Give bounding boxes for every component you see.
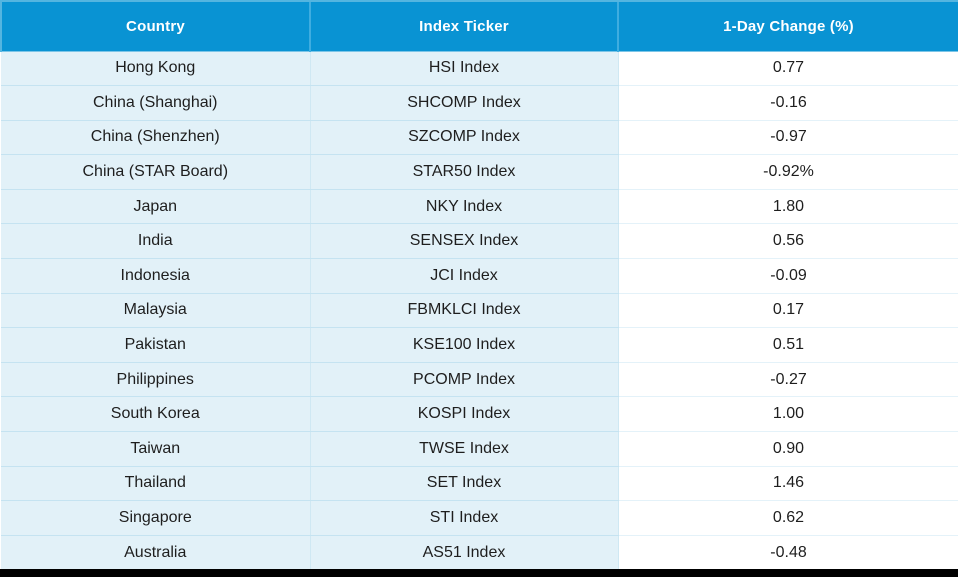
change-cell: 0.77 bbox=[618, 51, 958, 87]
country-cell: Hong Kong bbox=[1, 51, 311, 87]
country-cell: Malaysia bbox=[1, 293, 311, 329]
ticker-cell: SENSEX Index bbox=[310, 223, 619, 260]
header-change: 1-Day Change (%) bbox=[617, 0, 958, 52]
table-row: Indonesia JCI Index -0.09 bbox=[1, 258, 958, 294]
ticker-cell: SET Index bbox=[310, 466, 619, 502]
change-cell: 0.90 bbox=[618, 431, 958, 467]
table-row: Pakistan KSE100 Index 0.51 bbox=[1, 327, 958, 363]
change-cell: -0.92% bbox=[618, 154, 958, 190]
country-cell: China (Shenzhen) bbox=[1, 120, 311, 156]
country-cell: Thailand bbox=[1, 466, 311, 502]
country-cell: South Korea bbox=[1, 396, 311, 433]
ticker-cell: PCOMP Index bbox=[310, 362, 619, 398]
table-row: Hong Kong HSI Index 0.77 bbox=[1, 51, 958, 87]
country-cell: India bbox=[1, 223, 311, 260]
change-cell: 0.51 bbox=[618, 327, 958, 363]
country-cell: Japan bbox=[1, 189, 311, 225]
change-cell: 1.00 bbox=[618, 396, 958, 433]
ticker-cell: STAR50 Index bbox=[310, 154, 619, 190]
header-ticker: Index Ticker bbox=[309, 0, 618, 52]
ticker-cell: FBMKLCI Index bbox=[310, 293, 619, 329]
country-cell: Indonesia bbox=[1, 258, 311, 294]
bottom-border-bar bbox=[0, 569, 958, 577]
change-cell: 1.46 bbox=[618, 466, 958, 502]
ticker-cell: STI Index bbox=[310, 500, 619, 536]
change-cell: 0.56 bbox=[618, 223, 958, 260]
table-row: China (Shanghai) SHCOMP Index -0.16 bbox=[1, 85, 958, 121]
ticker-cell: NKY Index bbox=[310, 189, 619, 225]
ticker-cell: KSE100 Index bbox=[310, 327, 619, 363]
change-cell: -0.27 bbox=[618, 362, 958, 398]
table-row: Thailand SET Index 1.46 bbox=[1, 466, 958, 502]
change-cell: -0.48 bbox=[618, 535, 958, 570]
change-cell: 0.62 bbox=[618, 500, 958, 536]
country-cell: Singapore bbox=[1, 500, 311, 536]
table-row: Japan NKY Index 1.80 bbox=[1, 189, 958, 225]
country-cell: Taiwan bbox=[1, 431, 311, 467]
table-row: Malaysia FBMKLCI Index 0.17 bbox=[1, 293, 958, 329]
ticker-cell: KOSPI Index bbox=[310, 396, 619, 433]
table-row: China (Shenzhen) SZCOMP Index -0.97 bbox=[1, 120, 958, 156]
country-cell: China (Shanghai) bbox=[1, 85, 311, 121]
table-row: Singapore STI Index 0.62 bbox=[1, 500, 958, 536]
change-cell: 0.17 bbox=[618, 293, 958, 329]
table-row: China (STAR Board) STAR50 Index -0.92% bbox=[1, 154, 958, 190]
header-row: Country Index Ticker 1-Day Change (%) bbox=[0, 0, 958, 52]
table-row: Taiwan TWSE Index 0.90 bbox=[1, 431, 958, 467]
header-country: Country bbox=[0, 0, 310, 52]
table-row: Australia AS51 Index -0.48 bbox=[1, 535, 958, 570]
table-row: South Korea KOSPI Index 1.00 bbox=[1, 396, 958, 433]
ticker-cell: JCI Index bbox=[310, 258, 619, 294]
ticker-cell: TWSE Index bbox=[310, 431, 619, 467]
country-cell: China (STAR Board) bbox=[1, 154, 311, 190]
ticker-cell: HSI Index bbox=[310, 51, 619, 87]
country-cell: Australia bbox=[1, 535, 311, 570]
ticker-cell: SZCOMP Index bbox=[310, 120, 619, 156]
change-cell: -0.09 bbox=[618, 258, 958, 294]
table-body: Hong Kong HSI Index 0.77 China (Shanghai… bbox=[1, 51, 958, 570]
ticker-cell: AS51 Index bbox=[310, 535, 619, 570]
change-cell: 1.80 bbox=[618, 189, 958, 225]
country-cell: Philippines bbox=[1, 362, 311, 398]
table-row: India SENSEX Index 0.56 bbox=[1, 223, 958, 260]
change-cell: -0.97 bbox=[618, 120, 958, 156]
ticker-cell: SHCOMP Index bbox=[310, 85, 619, 121]
table-row: Philippines PCOMP Index -0.27 bbox=[1, 362, 958, 398]
change-cell: -0.16 bbox=[618, 85, 958, 121]
table-header: Country Index Ticker 1-Day Change (%) bbox=[0, 0, 958, 52]
country-cell: Pakistan bbox=[1, 327, 311, 363]
